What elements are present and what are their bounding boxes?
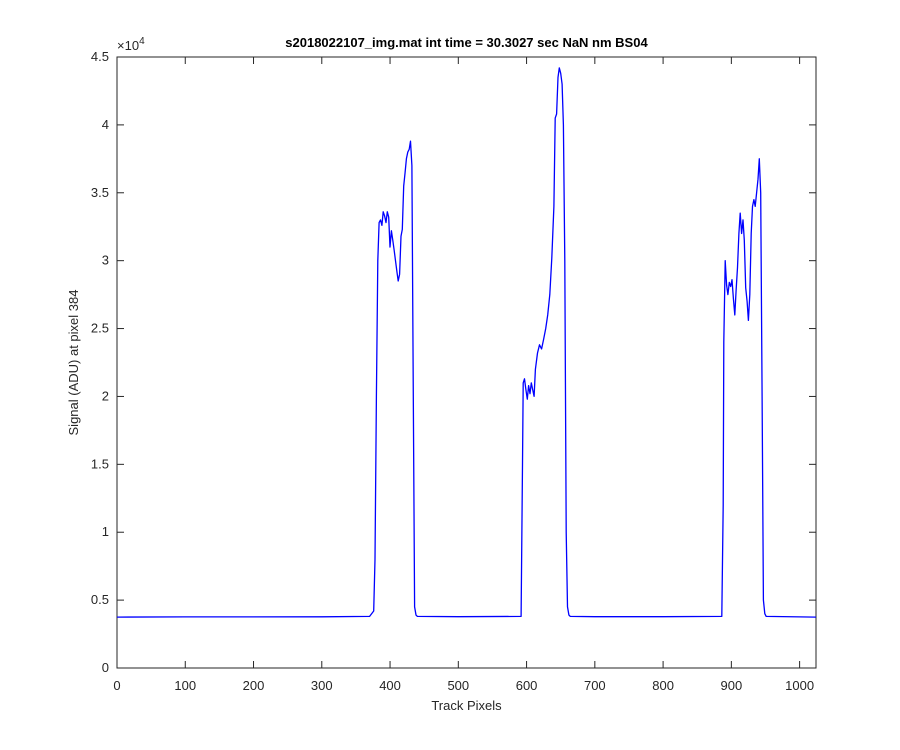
x-axis-label: Track Pixels xyxy=(431,698,502,713)
series-line-0 xyxy=(116,67,817,618)
x-tick-label: 600 xyxy=(516,678,538,693)
y-tick-label: 2.5 xyxy=(91,321,109,336)
y-exponent-power: 4 xyxy=(139,36,145,47)
y-tick-label: 3 xyxy=(102,253,109,268)
x-tick-label: 100 xyxy=(174,678,196,693)
y-tick-label: 4.5 xyxy=(91,49,109,64)
x-tick-label: 0 xyxy=(113,678,120,693)
axes-box xyxy=(116,56,817,669)
y-tick-label: 1 xyxy=(102,524,109,539)
y-tick-label: 2 xyxy=(102,388,109,403)
x-tick-label: 900 xyxy=(721,678,743,693)
y-tick-label: 4 xyxy=(102,117,109,132)
x-tick-label: 1000 xyxy=(785,678,814,693)
x-tick-label: 400 xyxy=(379,678,401,693)
y-tick-label: 0 xyxy=(102,660,109,675)
y-tick-label: 3.5 xyxy=(91,185,109,200)
y-tick-label: 1.5 xyxy=(91,456,109,471)
chart-title: s2018022107_img.mat int time = 30.3027 s… xyxy=(285,35,648,50)
x-tick-label: 700 xyxy=(584,678,606,693)
y-tick-label: 0.5 xyxy=(91,592,109,607)
y-axis-label: Signal (ADU) at pixel 384 xyxy=(66,290,81,436)
x-tick-label: 800 xyxy=(652,678,674,693)
y-exponent-label: ×104 xyxy=(117,36,145,53)
x-tick-label: 500 xyxy=(447,678,469,693)
x-tick-label: 300 xyxy=(311,678,333,693)
x-tick-label: 200 xyxy=(243,678,265,693)
